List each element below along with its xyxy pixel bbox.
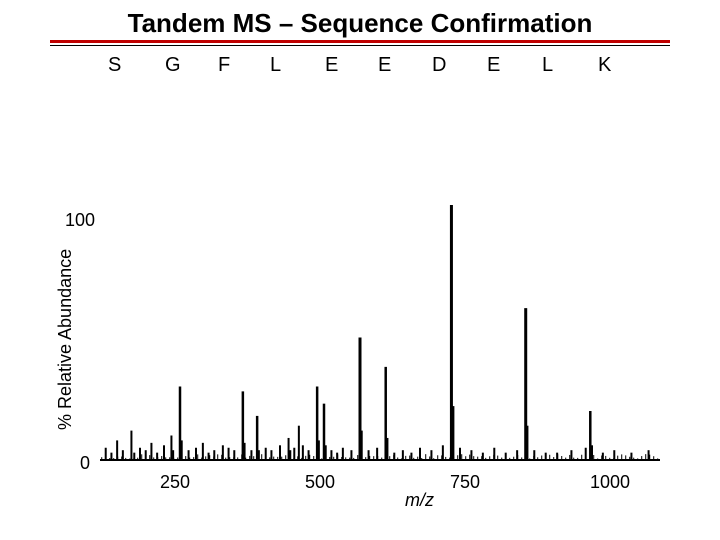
x-tick-label: 750 bbox=[450, 472, 480, 493]
y-tick-0: 0 bbox=[80, 453, 90, 474]
x-tick-label: 250 bbox=[160, 472, 190, 493]
sequence-letter: L bbox=[270, 54, 281, 77]
sequence-letter: S bbox=[108, 54, 121, 77]
y-tick-100: 100 bbox=[65, 210, 95, 231]
x-tick-label: 500 bbox=[305, 472, 335, 493]
sequence-row: SGFLEEDELK bbox=[0, 54, 720, 84]
spectrum-plot bbox=[100, 205, 660, 465]
y-axis-title: % Relative Abundance bbox=[55, 249, 76, 430]
sequence-letter: L bbox=[542, 54, 553, 77]
sequence-letter: E bbox=[487, 54, 500, 77]
x-tick-label: 1000 bbox=[590, 472, 630, 493]
sequence-letter: F bbox=[218, 54, 230, 77]
x-axis-title: m/z bbox=[405, 490, 434, 511]
page-title: Tandem MS – Sequence Confirmation bbox=[0, 8, 720, 39]
title-underline-black bbox=[50, 45, 670, 46]
sequence-letter: E bbox=[325, 54, 338, 77]
sequence-letter: D bbox=[432, 54, 446, 77]
sequence-letter: G bbox=[165, 54, 181, 77]
sequence-letter: E bbox=[378, 54, 391, 77]
sequence-letter: K bbox=[598, 54, 611, 77]
title-underline-red bbox=[50, 40, 670, 43]
